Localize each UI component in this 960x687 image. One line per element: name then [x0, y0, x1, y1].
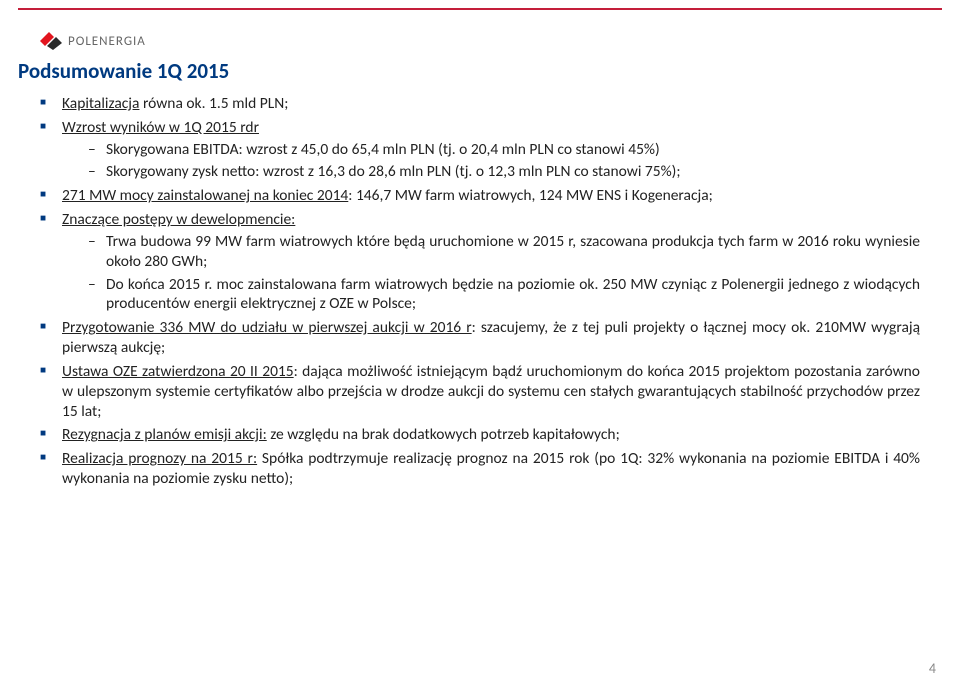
logo: POLENERGIA	[40, 30, 146, 52]
logo-mark-icon	[40, 32, 62, 50]
page-title: Podsumowanie 1Q 2015	[18, 58, 229, 84]
bullet-label: Kapitalizacja	[62, 94, 139, 113]
bullet-label: Znaczące postępy w dewelopmencie:	[62, 210, 295, 229]
sub-item: Skorygowany zysk netto: wzrost z 16,3 do…	[88, 162, 920, 182]
bullet-label: Rezygnacja z planów emisji akcji:	[62, 425, 267, 444]
logo-text: POLENERGIA	[68, 34, 146, 49]
sub-item: Trwa budowa 99 MW farm wiatrowych które …	[88, 232, 920, 272]
bullet-ustawa-oze: Ustawa OZE zatwierdzona 20 II 2015: dają…	[40, 362, 920, 421]
bullet-label: Realizacja prognozy na 2015 r:	[62, 449, 257, 468]
sub-item: Skorygowana EBITDA: wzrost z 45,0 do 65,…	[88, 140, 920, 160]
bullet-realizacja-prognozy: Realizacja prognozy na 2015 r: Spółka po…	[40, 449, 920, 489]
bullet-przygotowanie: Przygotowanie 336 MW do udziału w pierws…	[40, 318, 920, 358]
bullet-label: Przygotowanie 336 MW do udziału w pierws…	[62, 318, 472, 337]
bullet-label: Wzrost wyników w 1Q 2015 rdr	[62, 118, 259, 137]
bullet-label: 271 MW mocy zainstalowanej na koniec 201…	[62, 186, 348, 205]
bullet-kapitalizacja: Kapitalizacja równa ok. 1.5 mld PLN;	[40, 94, 920, 114]
bullet-tail: ze względu na brak dodatkowych potrzeb k…	[267, 425, 620, 444]
content-body: Kapitalizacja równa ok. 1.5 mld PLN; Wzr…	[40, 94, 920, 493]
bullet-tail: równa ok. 1.5 mld PLN;	[139, 94, 288, 113]
bullet-271mw: 271 MW mocy zainstalowanej na koniec 201…	[40, 186, 920, 206]
bullet-rezygnacja: Rezygnacja z planów emisji akcji: ze wzg…	[40, 425, 920, 445]
bullet-development: Znaczące postępy w dewelopmencie: Trwa b…	[40, 210, 920, 314]
top-rule	[18, 8, 942, 10]
sub-item: Do końca 2015 r. moc zainstalowana farm …	[88, 275, 920, 315]
bullet-wzrost-wynikow: Wzrost wyników w 1Q 2015 rdr Skorygowana…	[40, 118, 920, 182]
bullet-label: Ustawa OZE zatwierdzona 20 II 2015	[62, 362, 294, 381]
bullet-tail: : 146,7 MW farm wiatrowych, 124 MW ENS i…	[348, 186, 712, 205]
page-number: 4	[929, 660, 936, 677]
